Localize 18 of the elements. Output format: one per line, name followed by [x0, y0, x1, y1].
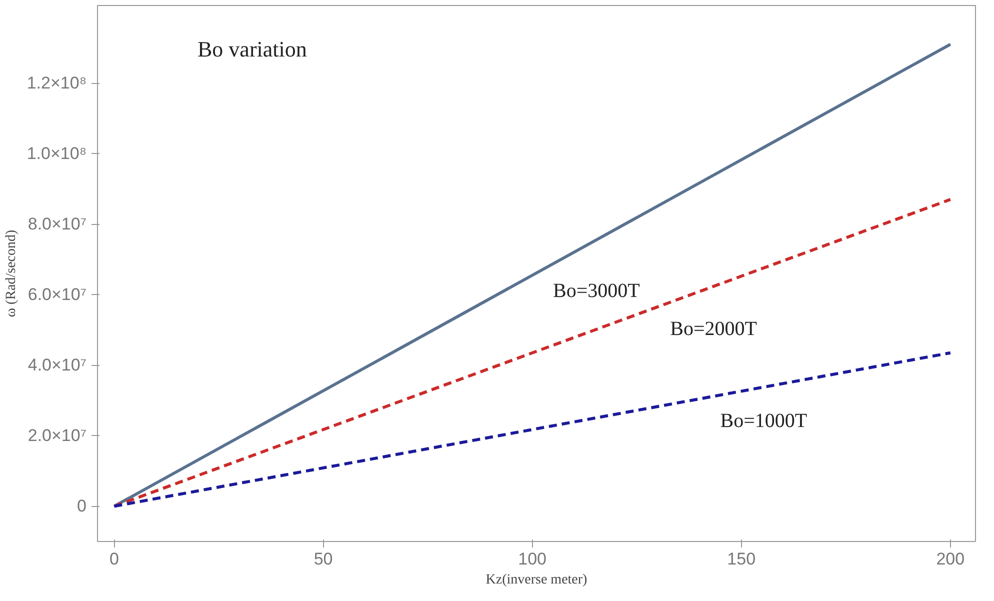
y-axis-title: ω (Rad/second): [4, 229, 19, 318]
x-tick-label: 0: [109, 550, 119, 568]
y-tick-label: 1.0×10⁸: [26, 144, 87, 164]
y-tick-label: 2.0×10⁷: [28, 426, 87, 446]
annotation: Bo variation: [198, 36, 307, 62]
y-tick-label: 8.0×10⁷: [28, 214, 87, 234]
y-tick-label: 6.0×10⁷: [28, 285, 87, 304]
series-label: Bo=2000T: [670, 318, 757, 340]
y-tick-label: 1.2×10⁸: [26, 74, 87, 93]
series-label: Bo=1000T: [720, 410, 808, 432]
y-tick-label: 4.0×10⁷: [28, 356, 87, 375]
x-tick-label: 100: [518, 550, 547, 568]
x-axis-title: Kz(inverse meter): [486, 572, 588, 588]
x-tick-label: 50: [314, 550, 333, 568]
y-tick-label: 0: [77, 496, 87, 516]
x-tick-label: 200: [936, 550, 965, 568]
series-label: Bo=3000T: [553, 280, 640, 302]
x-tick-label: 150: [727, 550, 756, 568]
